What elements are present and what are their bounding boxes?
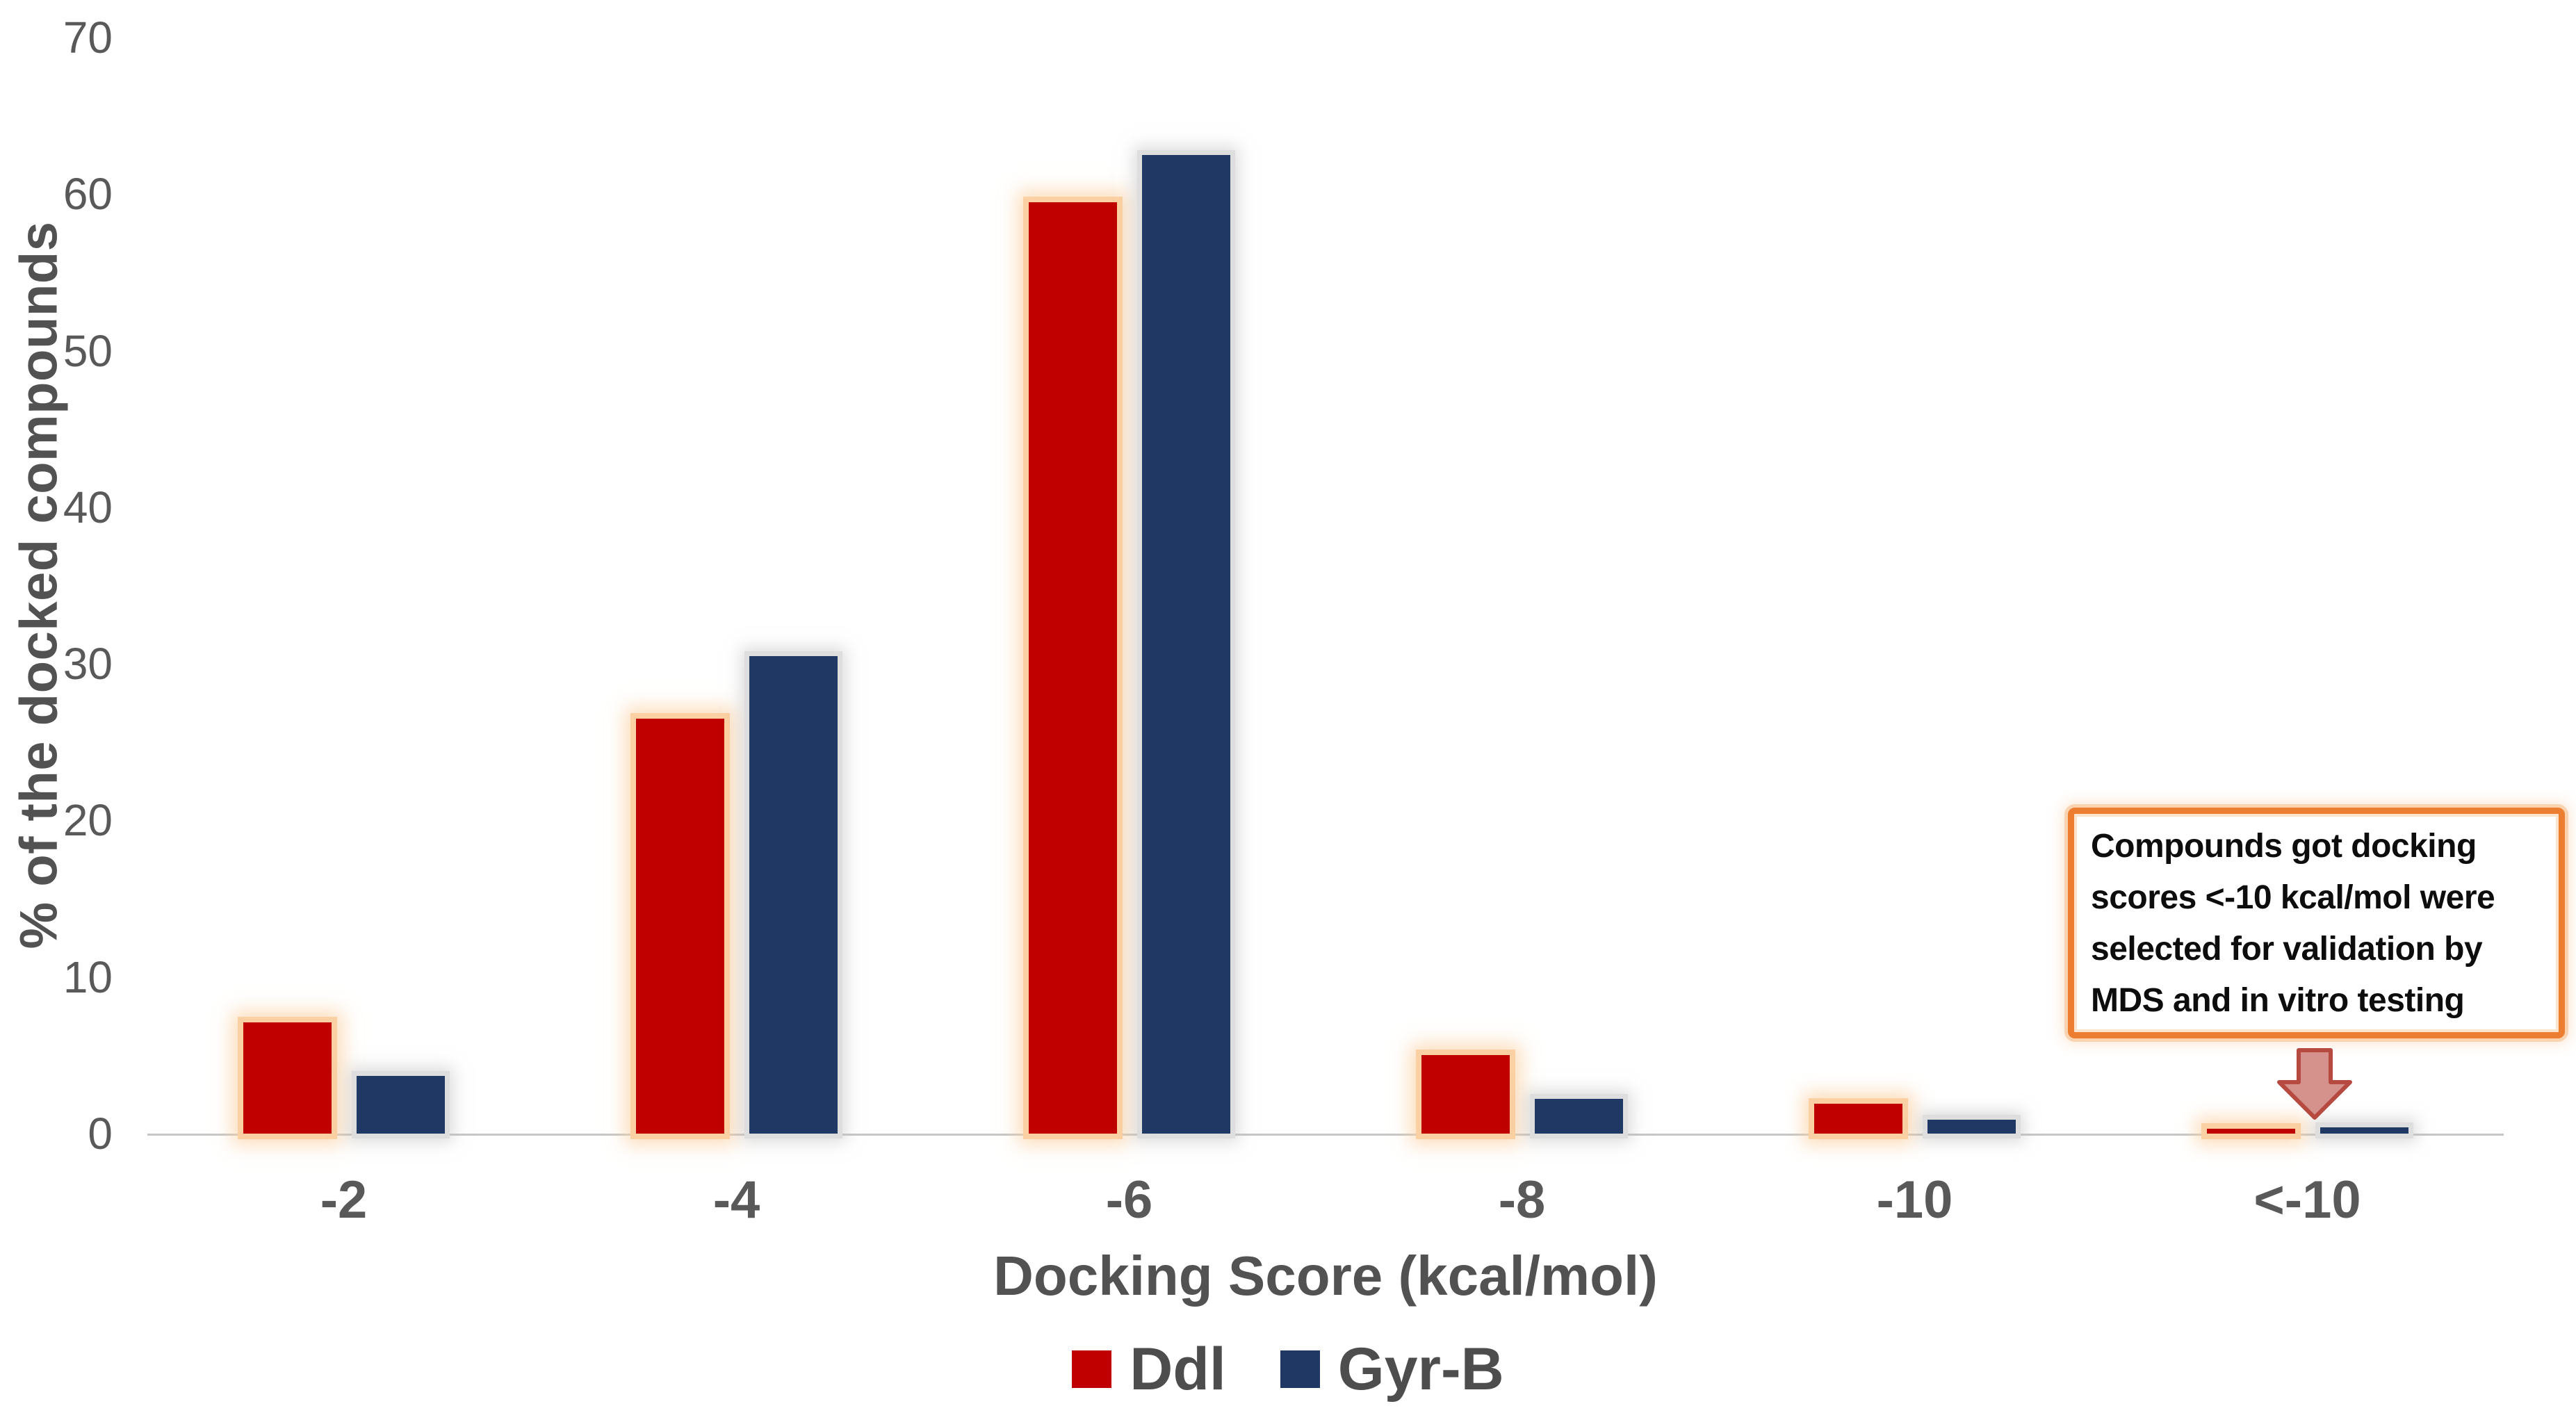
x-tick-label: -8 [1498, 1170, 1546, 1230]
annotation-text-line: selected for validation by [2091, 931, 2483, 967]
legend: Ddl Gyr-B [0, 1338, 2576, 1400]
annotation-text-line: scores <-10 kcal/mol were [2091, 879, 2495, 916]
x-tick-label: -2 [320, 1170, 368, 1230]
down-arrow-icon [2277, 1048, 2352, 1120]
bar-ddl--8 [1421, 1055, 1510, 1134]
bar-gyr-b-<-10 [2320, 1127, 2408, 1134]
bar-ddl--4 [635, 719, 724, 1134]
x-axis-tick-labels: -2 -4 -6 -8 -10 <-10 [147, 1169, 2504, 1232]
bar-group--6 [933, 38, 1326, 1134]
bar-group-<-10 [2111, 38, 2504, 1134]
bar-ddl--6 [1028, 202, 1117, 1134]
bar-group--10 [1718, 38, 2111, 1134]
bars-layer [147, 38, 2504, 1134]
annotation-box: Compounds got docking scores <-10 kcal/mo… [2068, 808, 2565, 1038]
bar-gyr-b--6 [1141, 154, 1230, 1134]
y-tick-label: 0 [88, 1109, 113, 1159]
x-tick-label: -4 [712, 1170, 760, 1230]
legend-swatch [1280, 1350, 1320, 1388]
y-tick-label: 30 [63, 639, 113, 689]
y-tick-label: 70 [63, 13, 113, 63]
annotation-text-line: Compounds got docking [2091, 828, 2477, 865]
y-tick-label: 40 [63, 482, 113, 532]
legend-item-ddl: Ddl [1072, 1339, 1226, 1399]
bar-gyr-b--4 [749, 655, 838, 1134]
y-tick-label: 50 [63, 325, 113, 376]
annotation-text-line: MDS and in vitro testing [2091, 982, 2465, 1019]
legend-label: Ddl [1130, 1336, 1226, 1403]
legend-item-gyr-b: Gyr-B [1280, 1339, 1504, 1399]
bar-group--8 [1326, 38, 1718, 1134]
bar-gyr-b--2 [356, 1075, 445, 1134]
y-tick-label: 60 [63, 169, 113, 220]
legend-swatch [1072, 1350, 1112, 1388]
y-tick-label: 20 [63, 795, 113, 846]
x-tick-label: -10 [1876, 1170, 1953, 1230]
legend-label: Gyr-B [1337, 1336, 1504, 1403]
plot-area [147, 38, 2504, 1136]
bar-group--4 [540, 38, 933, 1134]
bar-group--2 [147, 38, 540, 1134]
x-tick-label: -6 [1105, 1170, 1153, 1230]
bar-ddl-<-10 [2206, 1129, 2295, 1134]
bar-ddl--2 [243, 1022, 332, 1134]
x-axis-title: Docking Score (kcal/mol) [993, 1245, 1658, 1307]
bar-gyr-b--10 [1927, 1119, 2016, 1134]
x-tick-label: <-10 [2253, 1170, 2361, 1230]
bar-ddl--10 [1813, 1104, 1902, 1134]
bar-gyr-b--8 [1534, 1099, 1623, 1134]
y-axis-tick-labels: 0 10 20 30 40 50 60 70 [0, 15, 113, 1156]
y-tick-label: 10 [63, 951, 113, 1002]
